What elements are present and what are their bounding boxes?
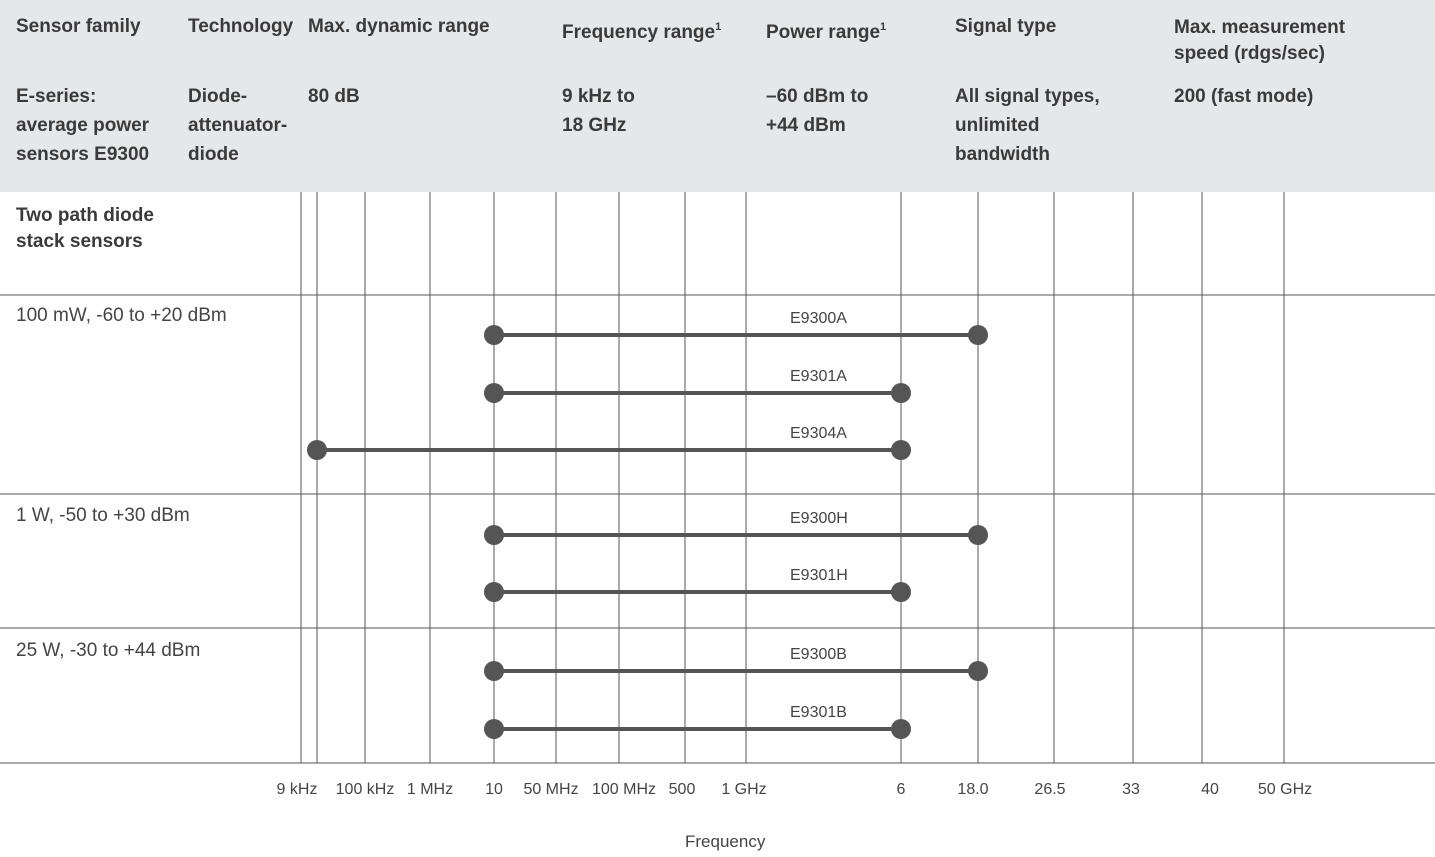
header-sensor-family: Sensor family xyxy=(16,16,141,37)
tick-label: 40 xyxy=(1201,781,1219,798)
tick-label: 100 MHz xyxy=(592,781,656,798)
tick-label: 9 kHz xyxy=(277,781,318,798)
header-frequency-range-label: Frequency range xyxy=(562,22,716,43)
range-end-dot xyxy=(968,661,988,681)
tick-label: 18.0 xyxy=(957,781,988,798)
range-start-dot xyxy=(484,383,504,403)
series-label: E9300A xyxy=(790,310,847,327)
series-label: E9304A xyxy=(790,425,847,442)
x-axis-title: Frequency xyxy=(685,832,766,851)
range-end-dot xyxy=(891,582,911,602)
tick-label: 100 kHz xyxy=(336,781,395,798)
range-start-dot xyxy=(484,325,504,345)
header-dynamic-range: Max. dynamic range xyxy=(308,16,490,37)
header-measurement-speed-value: 200 (fast mode) xyxy=(1174,86,1314,107)
series-label: E9300H xyxy=(790,510,848,527)
tick-label: 1 MHz xyxy=(407,781,453,798)
header-power-range-label: Power range xyxy=(766,22,881,43)
header-table: Sensor family E-series: average power se… xyxy=(0,0,1435,192)
tick-label: 500 xyxy=(669,781,696,798)
range-end-dot xyxy=(891,719,911,739)
header-frequency-range: Frequency range1 xyxy=(562,15,721,45)
header-measurement-speed: Max. measurement speed (rdgs/sec) xyxy=(1174,17,1346,64)
group-title: Two path diode stack sensors xyxy=(16,205,154,252)
range-end-dot xyxy=(891,440,911,460)
tick-label: 26.5 xyxy=(1034,781,1065,798)
tick-label: 33 xyxy=(1122,781,1140,798)
range-end-dot xyxy=(968,525,988,545)
tick-label: 10 xyxy=(485,781,503,798)
series-label: E9301A xyxy=(790,368,847,385)
range-start-dot xyxy=(307,440,327,460)
power-group-label-2: 1 W, -50 to +30 dBm xyxy=(16,505,190,526)
tick-label: 1 GHz xyxy=(721,781,766,798)
range-start-dot xyxy=(484,719,504,739)
header-technology-value: Diode- attenuator- diode xyxy=(188,86,288,165)
series-label: E9301B xyxy=(790,704,847,721)
tick-label: 6 xyxy=(897,781,906,798)
header-dynamic-range-value: 80 dB xyxy=(308,86,360,107)
range-end-dot xyxy=(968,325,988,345)
range-start-dot xyxy=(484,582,504,602)
power-group-label-1: 100 mW, -60 to +20 dBm xyxy=(16,305,227,326)
series-label: E9301H xyxy=(790,567,848,584)
header-frequency-range-footnote: 1 xyxy=(715,21,722,33)
header-sensor-family-value: E-series: average power sensors E9300 xyxy=(16,86,150,165)
header-power-range-value: –60 dBm to +44 dBm xyxy=(766,86,869,136)
header-signal-type-value: All signal types, unlimited bandwidth xyxy=(955,86,1100,165)
series-label: E9300B xyxy=(790,646,847,663)
power-group-label-3: 25 W, -30 to +44 dBm xyxy=(16,640,201,661)
header-power-range-footnote: 1 xyxy=(880,21,887,33)
tick-label: 50 MHz xyxy=(523,781,578,798)
header-signal-type: Signal type xyxy=(955,16,1057,37)
header-power-range: Power range1 xyxy=(766,15,886,45)
header-technology: Technology xyxy=(188,16,294,37)
header-frequency-range-value: 9 kHz to 18 GHz xyxy=(562,86,635,136)
range-start-dot xyxy=(484,661,504,681)
range-start-dot xyxy=(484,525,504,545)
range-end-dot xyxy=(891,383,911,403)
tick-label: 50 GHz xyxy=(1258,781,1312,798)
